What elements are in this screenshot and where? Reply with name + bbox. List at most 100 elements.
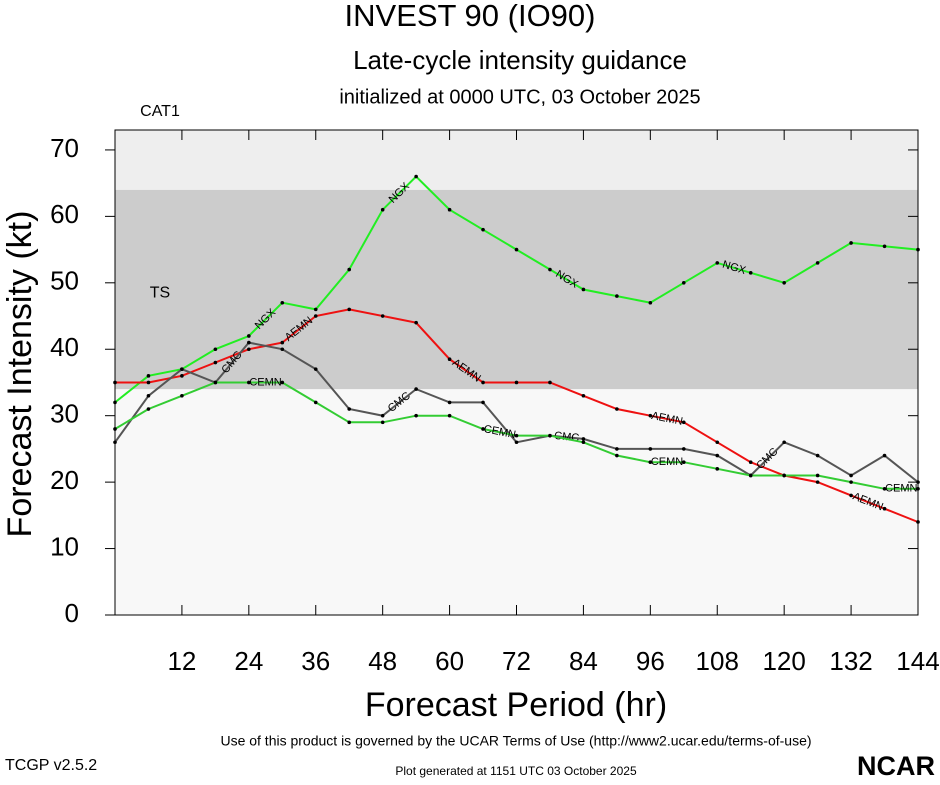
data-point xyxy=(815,473,820,478)
data-point xyxy=(815,261,820,265)
data-point xyxy=(748,271,753,275)
data-point xyxy=(481,380,485,385)
data-point xyxy=(447,400,452,405)
data-point xyxy=(247,340,251,345)
data-point xyxy=(380,413,385,418)
data-point xyxy=(648,447,653,451)
data-point xyxy=(347,407,352,411)
y-axis-label: Forecast Intensity (kt) xyxy=(1,211,39,538)
data-point xyxy=(615,453,619,458)
data-point xyxy=(347,267,352,272)
data-point xyxy=(615,294,619,298)
line-label: CEMN xyxy=(885,483,917,495)
data-point xyxy=(581,393,586,398)
version: TCGP v2.5.2 xyxy=(5,757,97,774)
data-point xyxy=(180,374,184,378)
data-point xyxy=(380,420,385,425)
data-point xyxy=(782,281,786,285)
data-point xyxy=(782,473,786,478)
data-point xyxy=(347,420,352,425)
band-label: CAT1 xyxy=(140,103,180,120)
y-tick-label: 0 xyxy=(65,598,79,628)
x-tick-label: 60 xyxy=(435,646,464,676)
data-point xyxy=(715,467,720,471)
data-point xyxy=(313,400,318,405)
data-point xyxy=(113,400,117,405)
data-point xyxy=(615,447,619,451)
data-point xyxy=(447,207,452,212)
y-tick-label: 60 xyxy=(50,199,79,229)
x-tick-label: 108 xyxy=(696,646,739,676)
x-tick-label: 36 xyxy=(301,646,330,676)
data-point xyxy=(581,440,586,445)
data-point xyxy=(247,380,251,385)
y-tick-label: 30 xyxy=(50,399,79,429)
x-axis-label: Forecast Period (hr) xyxy=(365,686,667,724)
data-point xyxy=(414,387,418,391)
data-point xyxy=(113,440,117,445)
generated-note: Plot generated at 1151 UTC 03 October 20… xyxy=(395,764,637,778)
data-point xyxy=(548,267,552,272)
data-point xyxy=(849,241,853,245)
x-tick-label: 72 xyxy=(502,646,531,676)
data-point xyxy=(748,473,753,478)
data-point xyxy=(849,480,853,484)
data-point xyxy=(247,347,251,352)
data-point xyxy=(681,281,686,285)
band-label: TS xyxy=(150,285,170,302)
data-point xyxy=(681,460,686,464)
data-point xyxy=(280,340,285,345)
data-point xyxy=(414,320,418,325)
y-tick-label: 10 xyxy=(50,531,79,561)
data-point xyxy=(380,314,385,318)
data-point xyxy=(180,393,184,398)
data-point xyxy=(648,300,653,305)
data-point xyxy=(514,380,519,385)
data-point xyxy=(280,347,285,352)
data-point xyxy=(213,360,218,365)
data-point xyxy=(113,380,117,385)
data-point xyxy=(414,174,418,179)
data-point xyxy=(648,460,653,464)
data-point xyxy=(815,480,820,484)
data-point xyxy=(815,453,820,458)
data-point xyxy=(180,367,184,371)
data-point xyxy=(313,307,318,312)
data-point xyxy=(146,374,151,378)
data-point xyxy=(347,307,352,312)
data-point xyxy=(213,380,218,385)
data-point xyxy=(146,380,151,385)
data-point xyxy=(146,407,151,411)
chart-subtitle: initialized at 0000 UTC, 03 October 2025 xyxy=(339,86,700,108)
data-point xyxy=(849,493,853,498)
data-point xyxy=(581,287,586,292)
data-point xyxy=(146,393,151,398)
chart-title: INVEST 90 (IO90) xyxy=(345,0,596,33)
data-point xyxy=(514,247,519,252)
data-point xyxy=(782,440,786,445)
data-point xyxy=(916,480,920,484)
x-tick-label: 84 xyxy=(569,646,598,676)
data-point xyxy=(648,413,653,418)
data-point xyxy=(916,247,920,252)
data-point xyxy=(681,447,686,451)
data-point xyxy=(882,506,887,511)
data-point xyxy=(447,413,452,418)
y-tick-label: 70 xyxy=(50,133,79,163)
data-point xyxy=(916,520,920,524)
data-point xyxy=(715,261,720,265)
data-point xyxy=(313,314,318,318)
data-point xyxy=(380,207,385,212)
line-label: CEMN xyxy=(651,456,683,468)
x-tick-label: 12 xyxy=(167,646,196,676)
data-point xyxy=(514,433,519,438)
footer: Use of this product is governed by the U… xyxy=(220,733,811,749)
data-point xyxy=(748,460,753,464)
data-point xyxy=(615,407,619,411)
data-point xyxy=(514,440,519,445)
chart-subtitle: Late-cycle intensity guidance xyxy=(353,45,687,75)
data-point xyxy=(280,300,285,305)
x-tick-label: 96 xyxy=(636,646,665,676)
